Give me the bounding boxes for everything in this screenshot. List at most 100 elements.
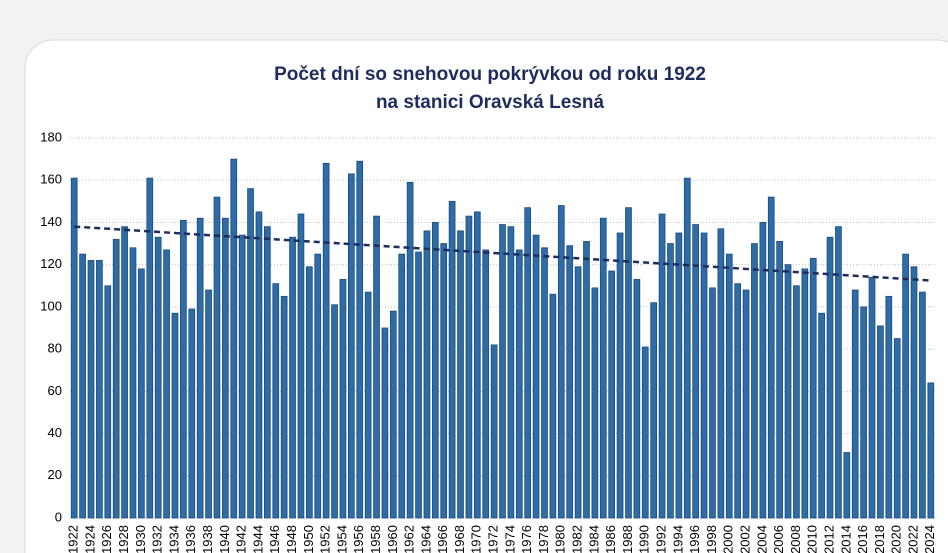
y-tick-label: 140	[40, 214, 62, 229]
bar	[515, 249, 523, 519]
x-tick-label: 1984	[586, 525, 601, 553]
bar	[79, 253, 86, 519]
bar	[121, 226, 128, 519]
x-tick-label: 1972	[486, 525, 501, 553]
bar	[524, 207, 532, 519]
bar	[902, 253, 909, 519]
bar	[793, 285, 800, 519]
bar	[213, 196, 221, 519]
x-tick-label: 1932	[150, 525, 165, 553]
x-tick-label: 1950	[301, 525, 316, 553]
bar	[448, 200, 456, 519]
bar	[423, 230, 431, 519]
bar	[499, 224, 506, 519]
x-tick-label: 2022	[905, 525, 920, 553]
bar	[692, 224, 699, 519]
bar	[776, 241, 783, 519]
bar	[725, 253, 733, 519]
bar	[541, 247, 548, 519]
x-tick-label: 1942	[234, 525, 249, 553]
x-tick-label: 1936	[183, 525, 198, 553]
x-tick-label: 2002	[737, 525, 752, 553]
x-tick-label: 2024	[922, 525, 937, 553]
bar	[784, 264, 792, 519]
x-tick-label: 2006	[771, 525, 786, 553]
y-tick-label: 40	[48, 425, 62, 440]
bar	[843, 452, 851, 519]
bar	[171, 312, 179, 519]
bar	[583, 241, 590, 519]
bar	[264, 226, 271, 519]
y-tick-label: 180	[40, 129, 62, 144]
bar	[70, 177, 78, 519]
bar	[406, 181, 414, 519]
bar	[650, 302, 658, 519]
bar	[129, 247, 137, 519]
bar	[146, 177, 154, 519]
y-tick-label: 120	[40, 256, 62, 271]
bar	[356, 160, 364, 519]
bar	[205, 289, 212, 519]
bar	[465, 215, 473, 519]
x-tick-label: 1956	[351, 525, 366, 553]
x-tick-label: 2008	[788, 525, 803, 553]
bar	[683, 177, 691, 519]
bar	[247, 188, 254, 519]
bar	[196, 217, 204, 519]
x-tick-label: 1946	[267, 525, 282, 553]
bar	[860, 306, 867, 519]
bar	[104, 285, 112, 519]
bar	[532, 234, 540, 519]
bar	[154, 236, 162, 519]
bar	[591, 287, 599, 519]
bar	[809, 257, 817, 519]
bar	[289, 236, 296, 519]
bar	[230, 158, 238, 519]
bar	[633, 279, 641, 519]
bar	[742, 289, 750, 519]
bar	[255, 211, 263, 519]
x-tick-label: 1968	[452, 525, 467, 553]
bar	[877, 325, 884, 519]
bar	[700, 232, 708, 519]
x-tick-label: 2010	[805, 525, 820, 553]
chart-title: na stanici Oravská Lesná	[376, 92, 605, 113]
bar	[734, 283, 741, 519]
x-tick-label: 1962	[402, 525, 417, 553]
x-tick-label: 2016	[855, 525, 870, 553]
bar	[306, 266, 313, 519]
x-tick-label: 1988	[620, 525, 635, 553]
bar	[482, 249, 490, 519]
bar	[415, 251, 422, 519]
bar	[96, 260, 103, 519]
bar	[322, 162, 330, 519]
x-tick-label: 1940	[217, 525, 232, 553]
x-tick-label: 1924	[82, 525, 97, 553]
x-tick-label: 1948	[284, 525, 299, 553]
x-tick-label: 1964	[418, 525, 433, 553]
trend-line	[74, 225, 931, 282]
x-tick-label: 1986	[603, 525, 618, 553]
x-tick-label: 1992	[654, 525, 669, 553]
bar	[557, 205, 565, 519]
bar	[826, 236, 834, 519]
bar	[389, 310, 397, 519]
x-tick-label: 1990	[637, 525, 652, 553]
x-tick-label: 1934	[166, 525, 181, 553]
bar	[280, 295, 288, 519]
y-tick-label: 20	[48, 467, 62, 482]
x-tick-label: 1954	[334, 525, 349, 553]
x-tick-label: 1970	[469, 525, 484, 553]
bar	[272, 283, 280, 519]
chart-title: Počet dní so snehovou pokrývkou od roku …	[274, 64, 706, 85]
x-tick-label: 1996	[687, 525, 702, 553]
bar	[851, 289, 859, 519]
bar	[893, 338, 901, 519]
x-tick-label: 1980	[553, 525, 568, 553]
x-tick-label: 2004	[754, 525, 769, 553]
bar	[331, 304, 338, 519]
x-tick-label: 1960	[385, 525, 400, 553]
bar	[625, 207, 632, 519]
